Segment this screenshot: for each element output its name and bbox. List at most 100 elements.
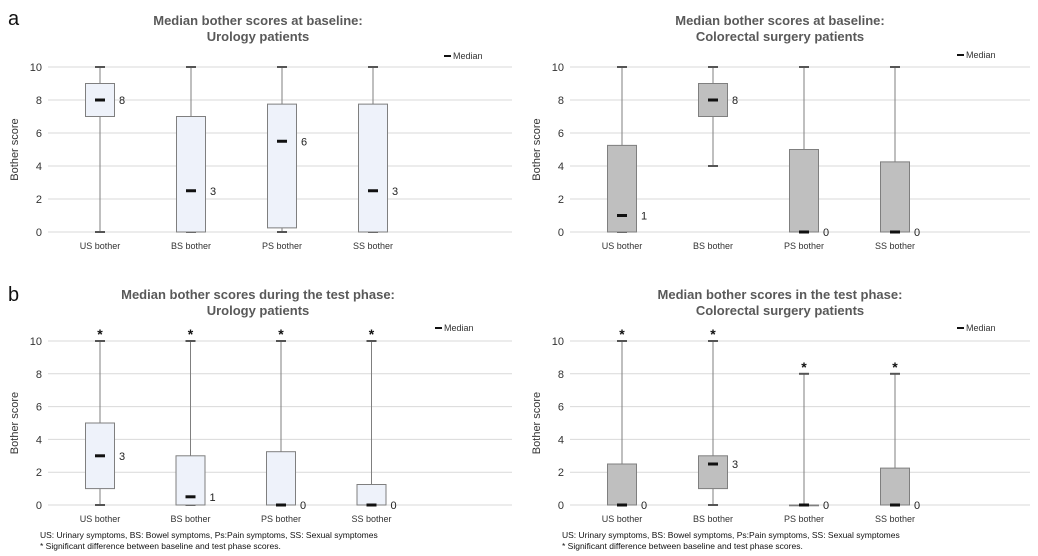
box-us-bother: 8 US bother: [80, 66, 125, 251]
median-data-label: 0: [641, 500, 647, 512]
iqr-box: [880, 467, 910, 506]
box-ps-bother: 0 PS bother: [784, 66, 829, 251]
chart-title-line: Median bother scores at baseline:: [675, 13, 885, 28]
y-tick-label: 10: [30, 336, 42, 348]
x-category-label: SS bother: [875, 514, 915, 524]
median-data-label: 6: [301, 136, 307, 148]
y-tick-label: 4: [558, 161, 564, 173]
box-ss-bother: 0 * SS bother: [351, 326, 396, 524]
footnote-right: * Significant difference between baselin…: [562, 541, 803, 551]
x-category-label: PS bother: [784, 514, 824, 524]
median-data-label: 0: [914, 500, 920, 512]
significance-star: *: [369, 326, 375, 342]
panel-label: a: [8, 8, 20, 30]
median-data-label: 3: [732, 459, 738, 471]
median-data-label: 8: [732, 95, 738, 107]
significance-star: *: [619, 326, 625, 342]
significance-star: *: [97, 326, 103, 342]
box-ss-bother: 3 SS bother: [353, 66, 398, 251]
legend-median-label: Median: [966, 50, 996, 60]
median-data-label: 3: [210, 186, 216, 198]
footnote-left: US: Urinary symptoms, BS: Bowel symptoms…: [40, 530, 378, 540]
y-tick-label: 2: [36, 467, 42, 479]
x-category-label: US bother: [602, 241, 643, 251]
y-axis-label: Bother score: [9, 392, 21, 454]
x-category-label: PS bother: [261, 514, 301, 524]
iqr-box: [698, 455, 728, 490]
significance-star: *: [710, 326, 716, 342]
chart-title-line: Urology patients: [207, 29, 310, 44]
x-category-label: BS bother: [693, 514, 733, 524]
iqr-box: [607, 144, 637, 233]
median-data-label: 0: [823, 500, 829, 512]
y-tick-label: 2: [36, 194, 42, 206]
x-category-label: PS bother: [784, 241, 824, 251]
box-us-bother: 1 US bother: [602, 66, 647, 251]
box-us-bother: 3 * US bother: [80, 326, 125, 524]
x-category-label: US bother: [80, 241, 121, 251]
chart-panel-1: a Median bother scores at baseline:Urolog…: [8, 8, 512, 251]
iqr-box: [880, 161, 910, 233]
y-tick-label: 10: [30, 62, 42, 74]
x-category-label: SS bother: [351, 514, 391, 524]
y-tick-label: 0: [558, 227, 564, 239]
significance-star: *: [188, 326, 194, 342]
iqr-box: [358, 103, 388, 233]
y-axis-label: Bother score: [531, 118, 543, 180]
y-tick-label: 6: [36, 402, 42, 414]
x-category-label: US bother: [80, 514, 121, 524]
y-tick-label: 4: [36, 161, 42, 173]
y-tick-label: 6: [558, 402, 564, 414]
x-category-label: BS bother: [171, 241, 211, 251]
box-bs-bother: 3 * BS bother: [693, 326, 738, 524]
y-tick-label: 10: [552, 62, 564, 74]
chart-panel-2: Median bother scores at baseline:Colorec…: [531, 13, 1030, 251]
chart-title-line: Colorectal surgery patients: [696, 303, 864, 318]
y-tick-label: 0: [558, 500, 564, 512]
iqr-box: [789, 149, 819, 233]
median-data-label: 0: [300, 500, 306, 512]
y-tick-label: 8: [558, 95, 564, 107]
y-tick-label: 6: [36, 128, 42, 140]
x-category-label: BS bother: [170, 514, 210, 524]
y-tick-label: 10: [552, 336, 564, 348]
chart-title-line: Urology patients: [207, 303, 310, 318]
box-ps-bother: 6 PS bother: [262, 66, 307, 251]
median-data-label: 1: [210, 492, 216, 504]
iqr-box: [356, 484, 387, 506]
y-tick-label: 2: [558, 194, 564, 206]
iqr-box: [607, 463, 637, 506]
chart-title-line: Median bother scores in the test phase:: [658, 287, 903, 302]
median-data-label: 0: [391, 500, 397, 512]
y-tick-label: 8: [36, 95, 42, 107]
significance-star: *: [801, 359, 807, 375]
box-ss-bother: 0 SS bother: [875, 66, 920, 251]
panel-label: b: [8, 284, 19, 306]
chart-title-line: Colorectal surgery patients: [696, 29, 864, 44]
box-ps-bother: 0 * PS bother: [784, 359, 829, 524]
median-data-label: 8: [119, 95, 125, 107]
chart-panel-4: Median bother scores in the test phase:C…: [531, 287, 1030, 524]
chart-title-line: Median bother scores at baseline:: [153, 13, 363, 28]
y-axis-label: Bother score: [531, 392, 543, 454]
median-data-label: 3: [119, 451, 125, 463]
significance-star: *: [278, 326, 284, 342]
y-tick-label: 0: [36, 500, 42, 512]
y-tick-label: 0: [36, 227, 42, 239]
legend-median-label: Median: [453, 51, 483, 61]
y-tick-label: 2: [558, 467, 564, 479]
y-axis-label: Bother score: [9, 118, 21, 180]
footnote-right: US: Urinary symptoms, BS: Bowel symptoms…: [562, 530, 900, 540]
iqr-box: [267, 103, 297, 229]
y-tick-label: 4: [558, 434, 564, 446]
median-data-label: 3: [392, 186, 398, 198]
median-data-label: 0: [914, 227, 920, 239]
box-bs-bother: 3 BS bother: [171, 66, 216, 251]
iqr-box: [176, 116, 206, 233]
median-data-label: 1: [641, 211, 647, 223]
box-bs-bother: 8 BS bother: [693, 66, 738, 251]
x-category-label: SS bother: [875, 241, 915, 251]
box-ps-bother: 0 * PS bother: [261, 326, 306, 524]
x-category-label: SS bother: [353, 241, 393, 251]
